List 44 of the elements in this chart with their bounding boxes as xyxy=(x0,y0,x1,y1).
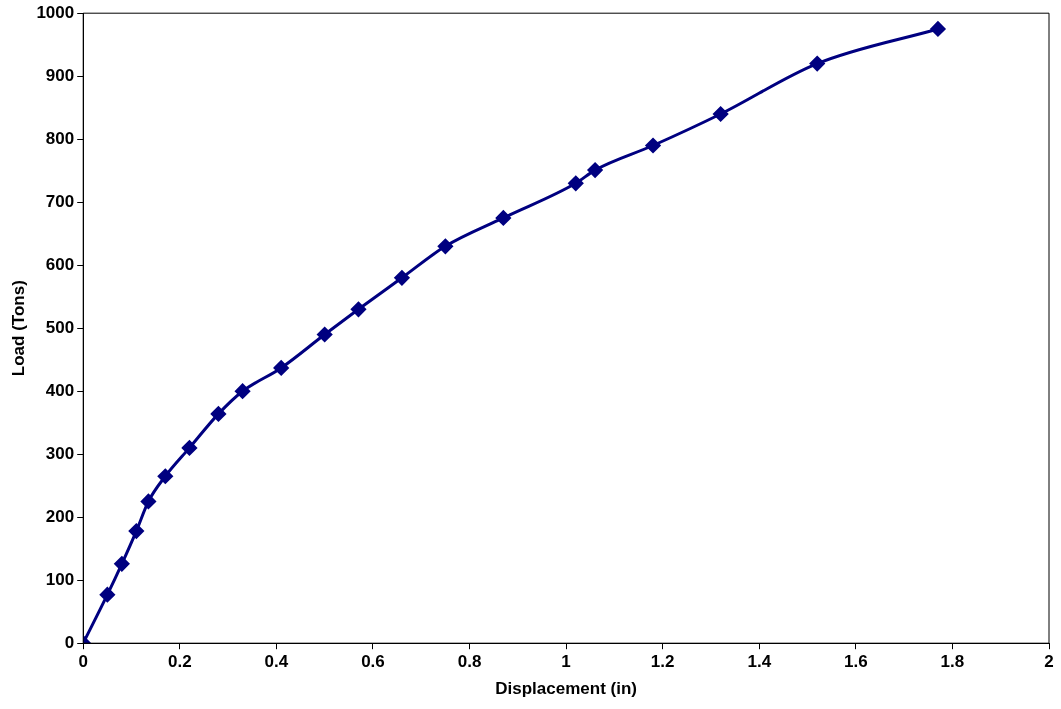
point xyxy=(394,270,410,286)
point xyxy=(181,440,197,456)
x-tick-label: 1.6 xyxy=(844,652,868,672)
point xyxy=(157,468,173,484)
y-tick-label: 900 xyxy=(45,65,75,85)
y-tick-label: 1000 xyxy=(36,2,75,22)
y-tick-label: 400 xyxy=(45,380,75,400)
y-tick-label: 500 xyxy=(45,317,75,337)
point xyxy=(235,383,251,399)
y-tick-label: 300 xyxy=(45,443,75,463)
point xyxy=(128,523,144,539)
point xyxy=(317,327,333,342)
x-axis-title: Displacement (in) xyxy=(495,679,637,699)
point xyxy=(645,138,661,153)
point xyxy=(587,162,603,178)
y-tick-label: 700 xyxy=(45,191,75,211)
y-tick-label: 100 xyxy=(45,569,75,589)
x-tick-label: 0 xyxy=(78,652,88,672)
point xyxy=(273,360,289,376)
point xyxy=(930,21,946,37)
x-tick-label: 0.8 xyxy=(457,652,482,672)
x-tick-label: 0.4 xyxy=(264,652,289,672)
point xyxy=(99,587,115,603)
point xyxy=(713,106,729,122)
x-tick-label: 0.6 xyxy=(361,652,385,672)
x-tick-label: 1 xyxy=(561,652,571,672)
x-tick-label: 0.2 xyxy=(167,652,192,672)
point xyxy=(210,406,226,422)
x-tick-label: 1.2 xyxy=(650,652,675,672)
x-tick-label: 1.4 xyxy=(747,652,772,672)
point xyxy=(350,301,366,317)
point xyxy=(437,238,453,254)
point xyxy=(140,493,156,509)
point xyxy=(495,210,511,226)
y-tick-label: 200 xyxy=(45,506,75,526)
x-tick-label: 2 xyxy=(1044,652,1054,672)
y-tick-label: 0 xyxy=(64,632,75,652)
point xyxy=(568,175,584,191)
y-tick-label: 600 xyxy=(45,254,75,274)
y-tick-label: 800 xyxy=(45,128,75,148)
x-tick-label: 1.8 xyxy=(940,652,965,672)
point xyxy=(114,556,130,572)
point xyxy=(809,56,825,72)
y-axis-title: Load (Tons) xyxy=(8,280,28,377)
